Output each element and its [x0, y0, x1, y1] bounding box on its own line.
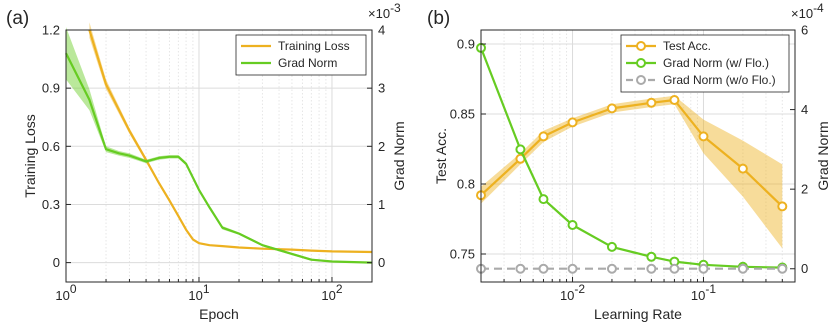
data-point — [739, 165, 747, 173]
panel-a: 100 101 10200.30.60.91.201234×10-3EpochTra… — [6, 1, 407, 322]
y-left-tick-label: 0.9 — [457, 37, 475, 52]
y-right-tick-label: 2 — [801, 182, 808, 197]
data-point — [608, 104, 616, 112]
legend-entry: Test Acc. — [663, 39, 711, 53]
y-right-tick-label: 4 — [801, 102, 808, 117]
data-point — [569, 221, 577, 229]
data-point — [670, 265, 678, 273]
y-right-axis-label: Grad Norm — [391, 121, 407, 190]
data-point — [516, 265, 524, 273]
legend-marker — [637, 42, 645, 50]
y-left-tick-label: 0.75 — [450, 247, 475, 262]
x-tick-base: 10 — [321, 288, 335, 303]
y-left-axis-label: Test Acc. — [433, 128, 449, 184]
exp-base: ×10 — [368, 6, 390, 21]
x-tick-label: 101 — [188, 282, 209, 303]
y-left-tick-label: 1.2 — [42, 23, 60, 38]
exp-power: -3 — [390, 1, 401, 15]
x-tick-exponent: -1 — [705, 282, 716, 296]
y-left-tick-label: 0.3 — [42, 197, 60, 212]
data-point — [647, 99, 655, 107]
y-left-tick-label: 0.85 — [450, 107, 475, 122]
data-point — [539, 195, 547, 203]
data-point — [647, 253, 655, 261]
y-left-tick-label: 0.9 — [42, 81, 60, 96]
exp-power: -4 — [813, 1, 824, 15]
data-point — [778, 265, 786, 273]
y-right-tick-label: 6 — [801, 23, 808, 38]
y-right-tick-label: 4 — [378, 23, 385, 38]
y-right-tick-label: 2 — [378, 139, 385, 154]
legend-marker — [637, 59, 645, 67]
data-point — [699, 265, 707, 273]
y-right-axis-label: Grad Norm — [815, 121, 831, 190]
legend-entry: Grad Norm (w/ Flo.) — [663, 56, 769, 70]
x-axis-label: Epoch — [199, 306, 239, 322]
data-point — [699, 132, 707, 140]
y-left-tick-label: 0 — [53, 255, 60, 270]
x-tick-label: 100 — [55, 282, 76, 303]
data-point — [516, 145, 524, 153]
right-axis-exponent: ×10-4 — [791, 1, 824, 21]
x-axis-label: Learning Rate — [594, 306, 682, 322]
data-point — [608, 243, 616, 251]
x-tick-exponent: 1 — [203, 282, 210, 296]
y-right-tick-label: 0 — [378, 255, 385, 270]
data-point — [539, 132, 547, 140]
y-right-tick-label: 1 — [378, 197, 385, 212]
x-tick-exponent: 0 — [70, 282, 77, 296]
legend-marker — [637, 76, 645, 84]
x-tick-label: 10-2 — [560, 282, 585, 303]
x-tick-exponent: 2 — [336, 282, 343, 296]
x-tick-exponent: -2 — [574, 282, 585, 296]
x-tick-label: 102 — [321, 282, 342, 303]
legend-entry: Grad Norm — [278, 56, 337, 70]
data-point — [608, 265, 616, 273]
x-tick-base: 10 — [55, 288, 69, 303]
x-tick-base: 10 — [691, 288, 705, 303]
y-right-tick-label: 0 — [801, 261, 808, 276]
right-axis-exponent: ×10-3 — [368, 1, 401, 21]
y-left-tick-label: 0.8 — [457, 177, 475, 192]
legend-entry: Grad Norm (w/o Flo.) — [663, 73, 776, 87]
data-point — [739, 265, 747, 273]
data-point — [647, 265, 655, 273]
x-tick-base: 10 — [188, 288, 202, 303]
y-right-tick-label: 3 — [378, 81, 385, 96]
panel-label: (b) — [427, 8, 450, 29]
panel-label: (a) — [6, 8, 29, 29]
legend: Training Loss Grad Norm — [236, 35, 366, 75]
x-tick-base: 10 — [560, 288, 574, 303]
data-point — [539, 265, 547, 273]
x-tick-label: 10-1 — [691, 282, 716, 303]
exp-base: ×10 — [791, 6, 813, 21]
data-point — [569, 265, 577, 273]
data-point — [569, 118, 577, 126]
data-point — [670, 96, 678, 104]
panel-b: 10-2 10-10.750.80.850.90246×10-4Learning … — [427, 1, 831, 322]
data-point — [778, 202, 786, 210]
legend-entry: Training Loss — [278, 39, 350, 53]
y-left-tick-label: 0.6 — [42, 139, 60, 154]
y-left-axis-label: Training Loss — [22, 114, 38, 198]
legend: Test Acc. Grad Norm (w/ Flo.) Grad Norm (w… — [621, 35, 789, 92]
